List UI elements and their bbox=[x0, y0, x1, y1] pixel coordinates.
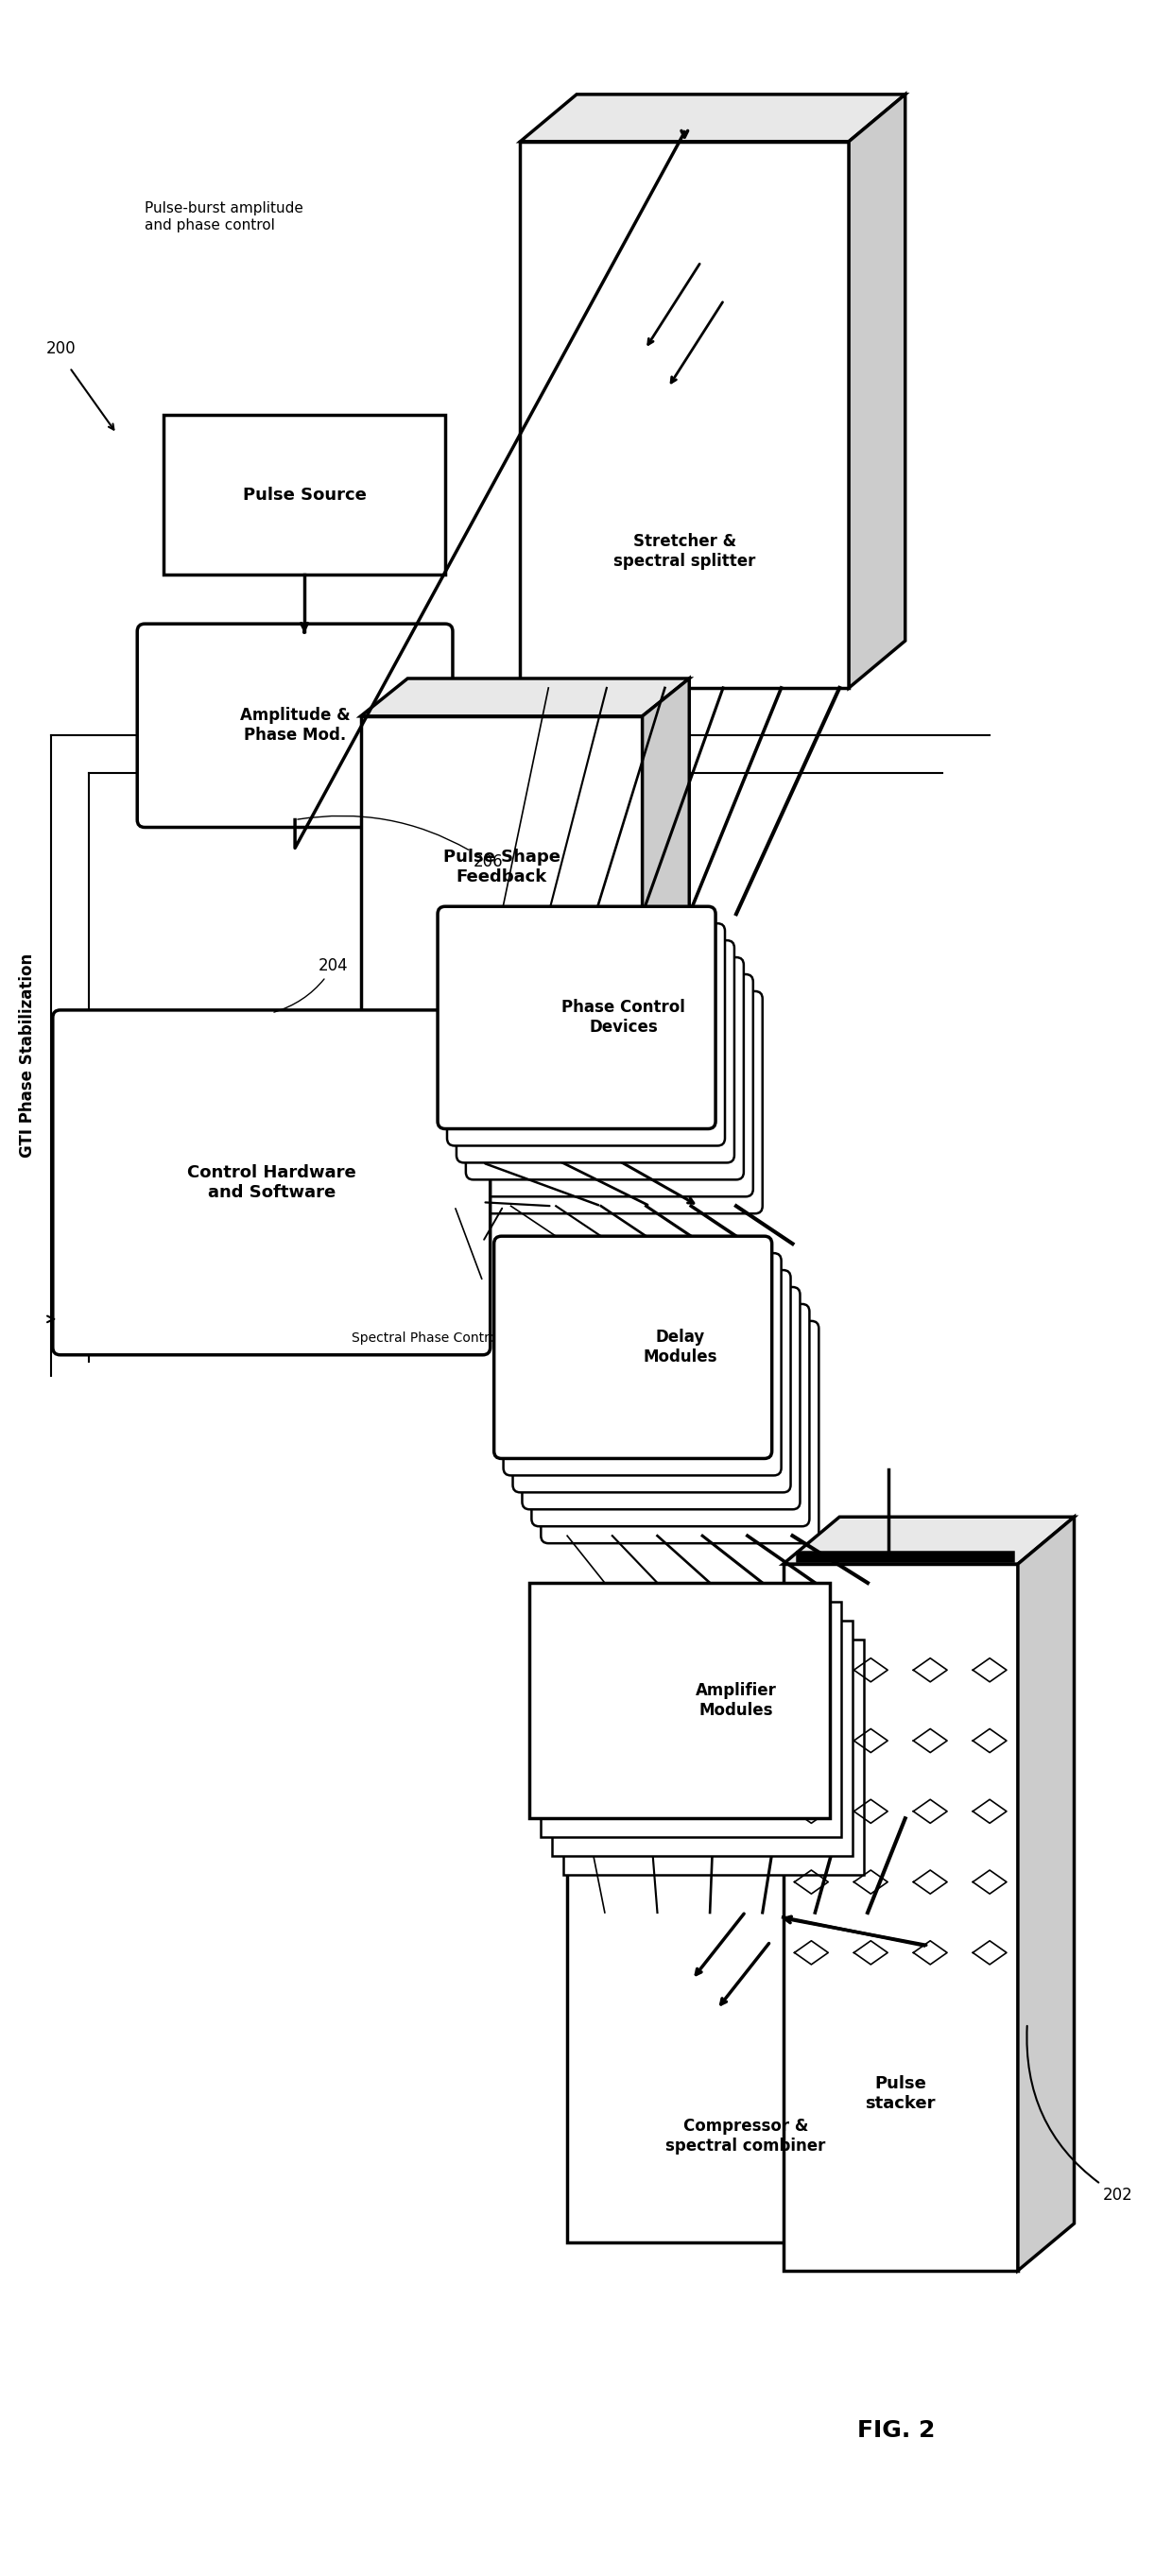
FancyBboxPatch shape bbox=[504, 1252, 782, 1476]
Text: 200: 200 bbox=[46, 340, 76, 358]
Polygon shape bbox=[567, 1819, 924, 2241]
Text: Delay
Modules: Delay Modules bbox=[642, 1329, 717, 1365]
Polygon shape bbox=[849, 95, 905, 688]
Polygon shape bbox=[783, 1564, 1017, 2269]
Text: Amplifier
Modules: Amplifier Modules bbox=[696, 1682, 777, 1718]
Text: Pulse Source: Pulse Source bbox=[243, 487, 366, 502]
Bar bbox=[552, 1620, 852, 1857]
Bar bbox=[541, 1602, 841, 1837]
FancyBboxPatch shape bbox=[447, 922, 725, 1146]
Polygon shape bbox=[1017, 1517, 1075, 2269]
Text: 204: 204 bbox=[274, 958, 348, 1012]
Polygon shape bbox=[361, 716, 642, 1018]
Text: Stretcher &
spectral splitter: Stretcher & spectral splitter bbox=[613, 533, 756, 569]
Bar bbox=[586, 1677, 886, 1911]
Text: Pulse Shape
Feedback: Pulse Shape Feedback bbox=[443, 848, 560, 886]
Bar bbox=[164, 415, 445, 574]
FancyBboxPatch shape bbox=[493, 1236, 772, 1458]
Text: Spectral Phase Control: Spectral Phase Control bbox=[352, 1332, 502, 1345]
Text: Pulse
stacker: Pulse stacker bbox=[865, 2076, 935, 2112]
Bar bbox=[564, 1638, 864, 1875]
Polygon shape bbox=[642, 677, 689, 1018]
FancyBboxPatch shape bbox=[513, 1270, 791, 1492]
FancyBboxPatch shape bbox=[532, 1303, 810, 1528]
FancyBboxPatch shape bbox=[541, 1321, 819, 1543]
Text: Phase Control
Devices: Phase Control Devices bbox=[561, 999, 686, 1036]
Polygon shape bbox=[520, 142, 849, 688]
FancyBboxPatch shape bbox=[53, 1010, 490, 1355]
Text: 202: 202 bbox=[1027, 2025, 1132, 2202]
FancyBboxPatch shape bbox=[465, 958, 744, 1180]
Text: GTI Phase Stabilization: GTI Phase Stabilization bbox=[19, 953, 36, 1157]
Bar bbox=[530, 1582, 830, 1819]
Polygon shape bbox=[924, 1772, 980, 2241]
Text: FIG. 2: FIG. 2 bbox=[857, 2419, 935, 2442]
Polygon shape bbox=[520, 95, 905, 142]
Text: Pulse-burst amplitude
and phase control: Pulse-burst amplitude and phase control bbox=[145, 201, 304, 232]
FancyBboxPatch shape bbox=[523, 1288, 800, 1510]
Text: Amplitude &
Phase Mod.: Amplitude & Phase Mod. bbox=[240, 708, 350, 744]
Polygon shape bbox=[567, 1772, 980, 1819]
Text: Compressor &
spectral combiner: Compressor & spectral combiner bbox=[666, 2117, 825, 2154]
Polygon shape bbox=[783, 1517, 1075, 1564]
FancyBboxPatch shape bbox=[137, 623, 452, 827]
FancyBboxPatch shape bbox=[484, 992, 763, 1213]
FancyBboxPatch shape bbox=[437, 907, 716, 1128]
Bar bbox=[574, 1659, 875, 1893]
FancyBboxPatch shape bbox=[456, 940, 735, 1162]
Polygon shape bbox=[361, 677, 689, 716]
Text: 206: 206 bbox=[298, 817, 503, 871]
FancyBboxPatch shape bbox=[475, 974, 754, 1198]
Text: Control Hardware
and Software: Control Hardware and Software bbox=[188, 1164, 356, 1200]
